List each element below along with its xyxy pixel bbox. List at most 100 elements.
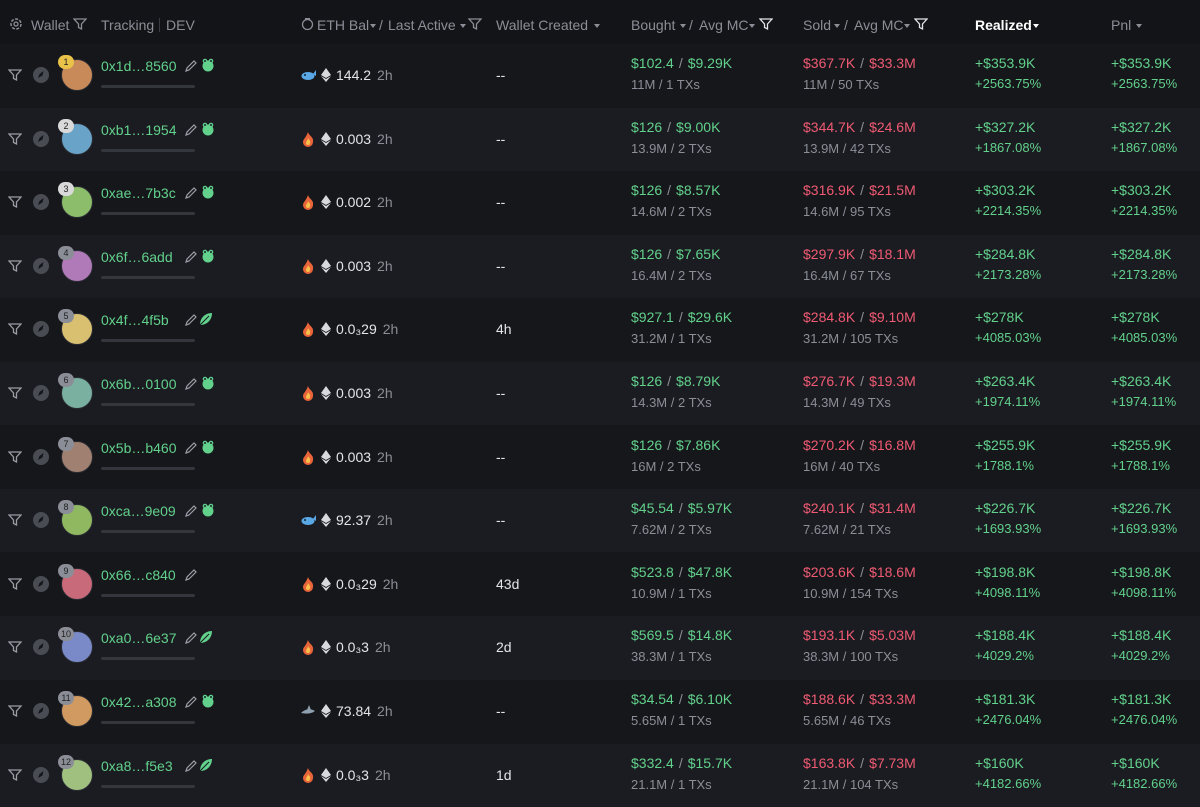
settings-icon[interactable] [9, 17, 23, 31]
edit-button[interactable] [184, 377, 198, 391]
header-dev[interactable]: DEV [166, 17, 195, 33]
sold: $297.9K / $18.1M [803, 246, 916, 262]
header-tracking[interactable]: Tracking [101, 17, 155, 33]
rocket-button[interactable] [33, 257, 49, 274]
bought-amount: $126 [631, 373, 663, 389]
filter-button[interactable] [8, 68, 22, 82]
wallet-address[interactable]: 0x4f…4f5b [101, 312, 169, 329]
sort-caret[interactable] [591, 17, 600, 33]
whale-icon [300, 512, 317, 528]
realized-percent: +4029.2% [975, 648, 1034, 664]
sort-caret[interactable] [746, 17, 755, 33]
edit-button[interactable] [184, 695, 198, 709]
rocket-button[interactable] [33, 639, 49, 656]
filter-icon[interactable] [759, 17, 773, 31]
rocket-button[interactable] [33, 575, 49, 592]
rocket-button[interactable] [33, 321, 49, 338]
separator: / [667, 118, 672, 135]
filter-button[interactable] [8, 513, 22, 527]
eth-balance: 0.0₃3 2h [336, 767, 391, 783]
separator: / [678, 627, 683, 644]
wallet-address[interactable]: 0x66…c840 [101, 566, 176, 583]
edit-button[interactable] [184, 186, 198, 200]
sold-amount: $344.7K [803, 118, 856, 135]
sort-caret[interactable] [1133, 17, 1142, 33]
wallet-address[interactable]: 0x5b…b460 [101, 439, 177, 456]
wallet-address[interactable]: 0x42…a308 [101, 694, 177, 710]
header-bought[interactable]: Bought [631, 17, 676, 33]
filter-button[interactable] [8, 577, 22, 591]
filter-button[interactable] [8, 386, 22, 400]
rocket-button[interactable] [33, 130, 49, 147]
header-pnl[interactable]: Pnl [1111, 17, 1132, 33]
wallet-address[interactable]: 0x1d…8560 [101, 58, 177, 74]
rocket-button[interactable] [33, 194, 49, 211]
header-sold[interactable]: Sold [803, 17, 832, 33]
wallet-address[interactable]: 0x6b…0100 [101, 376, 177, 392]
header-realized[interactable]: Realized [975, 17, 1032, 33]
edit-button[interactable] [184, 59, 198, 73]
pnl-percent: +1693.93% [1111, 521, 1178, 537]
balance: 0.0₃29 [336, 575, 377, 592]
filter-icon[interactable] [914, 17, 928, 31]
filter-button[interactable] [8, 132, 22, 146]
edit-button[interactable] [184, 568, 198, 582]
wallet-address[interactable]: 0x6f…6add [101, 248, 173, 265]
realized-percent: +2476.04% [975, 712, 1042, 727]
filter-button[interactable] [8, 450, 22, 464]
sold: $188.6K / $33.3M [803, 691, 916, 707]
rocket-button[interactable] [33, 385, 49, 401]
sort-caret[interactable] [677, 17, 686, 33]
rank-badge: 10 [58, 627, 74, 642]
wallet-address[interactable]: 0xa0…6e37 [101, 630, 177, 647]
sold-amount: $276.7K [803, 373, 856, 389]
eth-icon [321, 195, 331, 210]
wallet-address[interactable]: 0xb1…1954 [101, 121, 177, 138]
sold-avg-mc: $9.10M [869, 309, 916, 326]
wallet-created: 1d [496, 766, 512, 783]
edit-button[interactable] [184, 250, 198, 264]
filter-button[interactable] [8, 195, 22, 209]
rocket-button[interactable] [33, 512, 49, 529]
header-eth-bal[interactable]: ETH Bal [317, 17, 370, 33]
sort-caret[interactable] [457, 17, 466, 33]
header-avg-mc[interactable]: Avg MC [699, 17, 749, 33]
filter-icon[interactable] [73, 17, 87, 31]
filter-button[interactable] [8, 704, 22, 718]
edit-button[interactable] [184, 123, 198, 137]
wallet-address[interactable]: 0xa8…f5e3 [101, 757, 173, 774]
sort-caret[interactable] [901, 17, 910, 33]
filter-button[interactable] [8, 768, 22, 782]
rocket-button[interactable] [33, 448, 49, 465]
rocket-button[interactable] [33, 67, 49, 83]
header-last-active[interactable]: Last Active [388, 17, 456, 33]
balance: 0.0₃3 [336, 766, 369, 783]
header-wallet-created[interactable]: Wallet Created [496, 17, 589, 33]
edit-button[interactable] [184, 504, 198, 518]
header-wallet[interactable]: Wallet [31, 17, 70, 33]
realized: +$198.8K [975, 563, 1036, 580]
edit-button[interactable] [184, 313, 198, 327]
sort-caret[interactable] [831, 17, 840, 33]
sort-caret[interactable] [1030, 17, 1039, 33]
edit-button[interactable] [184, 631, 198, 645]
filter-button[interactable] [8, 259, 22, 273]
filter-button[interactable] [8, 322, 22, 336]
edit-button[interactable] [184, 759, 198, 773]
sold-avg-mc: $33.3M [869, 691, 916, 707]
header-avg-mc-sold[interactable]: Avg MC [854, 17, 904, 33]
eth-balance: 0.003 2h [336, 449, 393, 465]
separator: / [678, 754, 683, 771]
realized-percent: +2563.75% [975, 76, 1042, 91]
rocket-button[interactable] [33, 766, 49, 783]
wallet-address[interactable]: 0xca…9e09 [101, 503, 176, 520]
sort-caret[interactable] [367, 17, 376, 33]
rocket-button[interactable] [33, 703, 49, 719]
edit-button[interactable] [184, 441, 198, 455]
filter-button[interactable] [8, 640, 22, 654]
eth-balance: 0.003 2h [336, 385, 393, 401]
filter-icon[interactable] [468, 17, 482, 31]
eth-icon [321, 258, 331, 273]
wallet-address[interactable]: 0xae…7b3c [101, 185, 176, 202]
last-active: 2h [382, 575, 399, 592]
